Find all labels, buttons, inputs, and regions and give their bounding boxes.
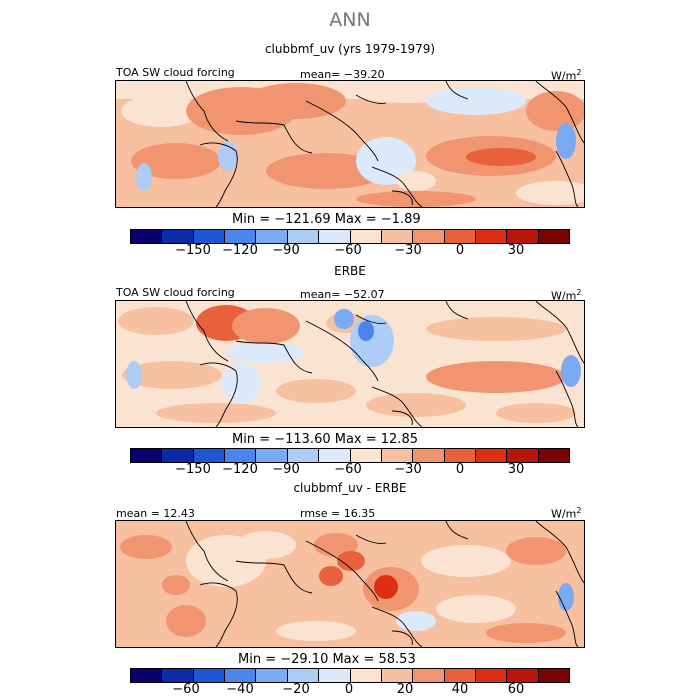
panel-3-tick-6: 40 [451,682,469,697]
colorbar-3-swatch-5 [256,669,288,682]
colorbar-1-swatch-6 [287,230,320,243]
panel-3-min-max: Min = −29.10 Max = 58.53 [238,652,416,667]
panel-2-mean-label: mean= −52.07 [300,288,385,301]
colorbar-1-swatch-5 [256,230,288,243]
panel-1-tick-5: −30 [394,243,422,258]
panel-3-left-label: mean = 12.43 [116,507,195,520]
colorbar-2-swatch-7 [319,449,351,462]
panel-2-tick-5: −30 [394,462,422,477]
colorbar-2-swatch-3 [193,449,226,462]
panel-2-tick-7: 30 [507,462,525,477]
panel-2-tick-6: 0 [455,462,465,477]
panel-3-tick-1: −60 [172,682,200,697]
panel-1-tick-4: −60 [334,243,362,258]
colorbar-3-swatch-14 [538,669,570,682]
colorbar-2-swatch-9 [381,449,414,462]
colorbar-2-swatch-11 [444,449,476,462]
colorbar-3-swatch-6 [287,669,320,682]
panel-2-tick-3: −90 [272,462,300,477]
colorbar-2-swatch-14 [538,449,570,462]
colorbar-2-swatch-4 [225,449,257,462]
colorbar-3-swatch-13 [507,669,539,682]
panel-1-mean-label: mean= −39.20 [300,68,385,81]
panel-3-colorbar [130,668,570,683]
panel-1-tick-6: 0 [455,243,465,258]
panel-2-title: ERBE [334,264,366,278]
colorbar-3-swatch-9 [381,669,414,682]
colorbar-1-swatch-10 [413,230,445,243]
colorbar-1-swatch-12 [475,230,508,243]
colorbar-3-swatch-8 [350,669,382,682]
panel-1-colorbar [130,229,570,244]
panel-1-left-label: TOA SW cloud forcing [116,66,235,79]
panel-3-tick-4: 0 [344,682,354,697]
panel-2-units: W/m2 [551,288,582,303]
colorbar-1-swatch-1 [131,230,163,243]
panel-3-tick-2: −40 [226,682,254,697]
panel-3-title: clubbmf_uv - ERBE [293,481,407,495]
panel-1-tick-7: 30 [507,243,525,258]
colorbar-2-swatch-10 [413,449,445,462]
panel-2-colorbar [130,448,570,463]
panel-1-title: clubbmf_uv (yrs 1979-1979) [264,42,436,56]
colorbar-1-swatch-14 [538,230,570,243]
panel-3-units: W/m2 [551,506,582,521]
colorbar-1-swatch-13 [507,230,539,243]
panel-1-tick-2: −120 [222,243,258,258]
panel-2-tick-2: −120 [222,462,258,477]
colorbar-1-swatch-7 [319,230,351,243]
panel-2-tick-1: −150 [175,462,211,477]
panel-1-min-max: Min = −121.69 Max = −1.89 [232,212,421,227]
colorbar-2-swatch-1 [131,449,163,462]
colorbar-1-swatch-8 [350,230,382,243]
main-title: ANN [329,9,371,31]
colorbar-3-swatch-11 [444,669,476,682]
panel-3-map [115,520,585,648]
colorbar-2-swatch-2 [162,449,194,462]
panel-1-map [115,80,585,208]
colorbar-2-swatch-5 [256,449,288,462]
colorbar-3-swatch-10 [413,669,445,682]
panel-1-tick-3: −90 [272,243,300,258]
panel-3-tick-3: −20 [282,682,310,697]
colorbar-3-swatch-7 [319,669,351,682]
colorbar-1-swatch-2 [162,230,194,243]
panel-3-rmse-label: rmse = 16.35 [300,507,376,520]
colorbar-1-swatch-3 [193,230,226,243]
panel-3-tick-7: 60 [507,682,525,697]
colorbar-2-swatch-13 [507,449,539,462]
panel-3-tick-5: 20 [396,682,414,697]
panel-2-tick-4: −60 [334,462,362,477]
colorbar-2-swatch-6 [287,449,320,462]
panel-2-min-max: Min = −113.60 Max = 12.85 [232,432,418,447]
colorbar-3-swatch-12 [475,669,508,682]
panel-2-left-label: TOA SW cloud forcing [116,286,235,299]
colorbar-3-swatch-2 [162,669,194,682]
panel-2-map [115,300,585,428]
colorbar-2-swatch-12 [475,449,508,462]
panel-1-tick-1: −150 [175,243,211,258]
colorbar-2-swatch-8 [350,449,382,462]
colorbar-3-swatch-3 [193,669,226,682]
panel-1-units: W/m2 [551,68,582,83]
colorbar-3-swatch-1 [131,669,163,682]
colorbar-1-swatch-11 [444,230,476,243]
colorbar-3-swatch-4 [225,669,257,682]
colorbar-1-swatch-4 [225,230,257,243]
colorbar-1-swatch-9 [381,230,414,243]
